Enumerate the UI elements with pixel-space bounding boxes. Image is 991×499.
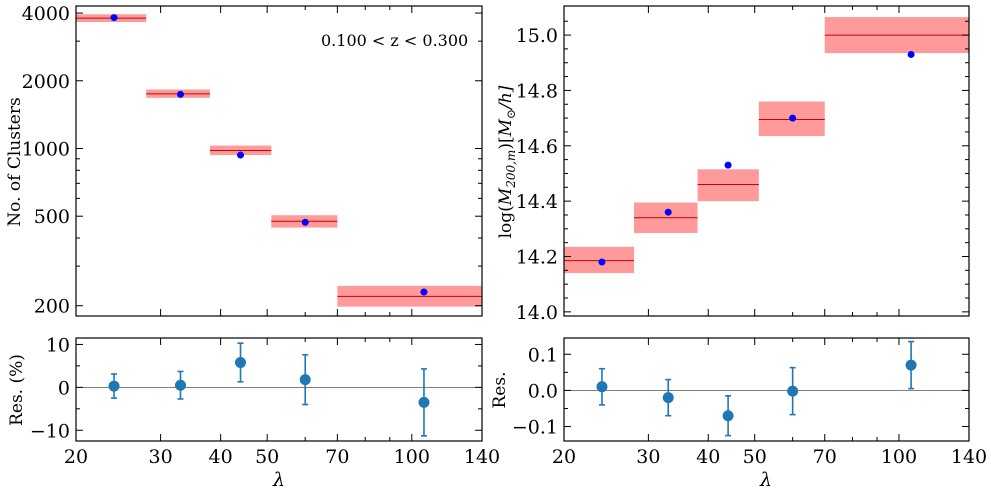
mass-ylabel-part: ⊙: [504, 109, 518, 119]
x-tick-label: 30: [149, 446, 173, 468]
residual-point: [174, 379, 186, 391]
y-tick-label: 1000: [22, 138, 70, 160]
residual-point: [905, 359, 917, 371]
x-tick-label: 70: [325, 446, 349, 468]
x-tick-label: 20: [552, 446, 576, 468]
model-band: [564, 246, 635, 274]
x-tick-label: 20: [64, 446, 88, 468]
x-tick-label: 140: [464, 446, 500, 468]
observed-point: [237, 151, 245, 159]
observed-point: [301, 218, 309, 226]
mass-ylabel: log(M200,m)[M⊙/h]: [496, 85, 518, 238]
observed-point: [724, 161, 732, 169]
observed-point: [789, 114, 797, 122]
mass-marks: [564, 17, 969, 274]
x-tick-label: 30: [636, 446, 660, 468]
x-tick-label: 40: [696, 446, 720, 468]
residual-point: [722, 410, 734, 422]
y-tick-label: 14.8: [516, 80, 558, 102]
y-tick-label: 0.1: [528, 344, 558, 366]
residual-point: [418, 396, 430, 408]
residual-point: [299, 374, 311, 386]
mass-ylabel-part: log(: [496, 205, 516, 238]
panel-counts-residual: 20 30 40 50 70 100 140 −10 0 10 Res. (%) λ: [7, 334, 500, 491]
panel-mass: 14.014.214.414.614.815.0 log(M200,m)[M⊙/…: [496, 5, 970, 324]
panel-mass-residual: 20 30 40 50 70 100 140 −0.1 0.0 0.1 Res. λ: [490, 337, 987, 491]
mass-residual-ylabel: Res.: [490, 372, 510, 409]
counts-axes-frame: [75, 5, 483, 317]
mass-residual-ticks: 20 30 40 50 70 100 140 −0.1 0.0 0.1: [512, 338, 987, 468]
counts-residual-ylabel: Res. (%): [7, 354, 27, 426]
y-tick-label: 0: [58, 377, 70, 399]
mass-ylabel-part: /h]: [496, 85, 516, 111]
residual-point: [108, 380, 120, 392]
observed-point: [110, 14, 118, 22]
mass-ylabel-part: 200,m: [504, 150, 518, 189]
counts-ylabel: No. of Clusters: [5, 97, 25, 226]
x-tick-label: 40: [209, 446, 233, 468]
observed-point: [907, 50, 915, 58]
y-tick-label: −0.1: [512, 417, 558, 439]
y-tick-label: 15.0: [516, 25, 558, 47]
mass-residual-marks: [564, 340, 969, 437]
y-tick-label: 2000: [22, 71, 70, 93]
y-tick-label: 14.2: [516, 246, 558, 268]
counts-marks: [76, 14, 482, 307]
counts-residual-marks: [76, 342, 482, 437]
y-tick-label: 14.4: [516, 191, 558, 213]
residual-point: [662, 392, 674, 404]
y-tick-label: 14.0: [516, 302, 558, 324]
observed-point: [664, 208, 672, 216]
residual-point: [596, 381, 608, 393]
x-tick-label: 140: [951, 446, 987, 468]
y-tick-label: 4000: [22, 3, 70, 25]
x-tick-label: 100: [394, 446, 430, 468]
mass-axes-frame: [563, 5, 970, 317]
counts-residual-ticks: 20 30 40 50 70 100 140 −10 0 10: [30, 334, 500, 468]
y-tick-label: 14.6: [516, 136, 558, 158]
residual-point: [787, 385, 799, 397]
mass-residual-xlabel: λ: [759, 469, 772, 491]
x-tick-label: 50: [743, 446, 767, 468]
y-tick-label: 200: [34, 296, 70, 318]
observed-point: [176, 90, 184, 98]
x-tick-label: 70: [813, 446, 837, 468]
counts-residual-xlabel: λ: [272, 469, 285, 491]
panel-counts: 200 500 1000 2000 4000 0.100 < z < 0.300 No.…: [5, 3, 483, 318]
y-tick-label: 500: [34, 206, 70, 228]
counts-ticks: 200 500 1000 2000 4000: [22, 3, 483, 318]
residual-point: [235, 356, 247, 368]
observed-point: [420, 288, 428, 296]
counts-residual-axes-frame: [75, 337, 483, 442]
mass-ticks: 14.0 14.2 14.4 14.6 14.8 15.0: [516, 6, 970, 324]
y-tick-label: 0.0: [528, 380, 558, 402]
y-tick-label: −10: [30, 420, 70, 442]
mass-ylabel-part: )[: [496, 136, 516, 149]
mass-ylabel-part: M: [496, 187, 516, 206]
redshift-annotation: 0.100 < z < 0.300: [321, 31, 468, 50]
model-band: [697, 169, 759, 202]
x-tick-label: 50: [255, 446, 279, 468]
mass-residual-axes-frame: [563, 337, 970, 442]
mass-ylabel-part: M: [496, 118, 516, 137]
observed-point: [598, 258, 606, 266]
y-tick-label: 10: [46, 334, 70, 356]
x-tick-label: 100: [881, 446, 917, 468]
